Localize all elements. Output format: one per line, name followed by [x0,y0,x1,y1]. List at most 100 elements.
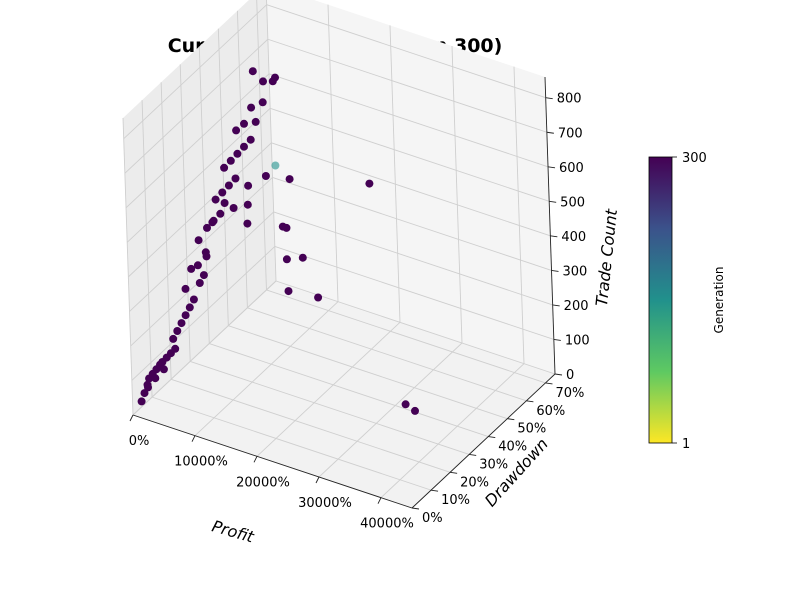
y-tick-label: 70% [555,386,584,401]
data-point [298,253,307,262]
data-point [189,295,198,304]
y-tick-label: 30% [479,457,508,472]
colorbar-gradient [648,156,673,444]
data-point [243,200,252,209]
grid-line-z [272,176,552,271]
data-point [282,255,291,264]
grid-line-z [266,4,546,99]
y-tick-label: 20% [460,475,489,490]
grid-line-y [247,307,527,402]
y-tick [469,453,477,456]
data-point [203,223,211,232]
z-tick [549,200,557,203]
x-tick-label: 0% [129,434,150,449]
data-point [220,163,229,172]
data-point [233,149,242,158]
axis-lines [132,76,556,509]
z-tick-label: 700 [558,126,583,141]
grid-line-y [141,100,153,398]
grid-line-x [389,25,401,323]
z-axis-line [544,76,556,375]
y-tick-label: 50% [517,422,546,437]
grid-line-z [126,107,271,243]
y-tick-label: 10% [441,493,470,508]
data-point [185,303,194,312]
z-tick-label: 300 [563,264,588,279]
grid-line-y [217,28,229,326]
x-tick-label: 30000% [298,496,352,511]
data-point [199,271,208,280]
z-tick-label: 200 [564,299,589,314]
grid-line-x [266,0,277,282]
z-tick-label: 100 [565,333,590,348]
colorbar: 300 1 Generation [648,151,726,452]
x-axis-line [132,414,413,509]
grid-line-y [266,289,546,384]
tick-labels: 0% 10000% 20000% 30000% 40000% 0% 10% 20% 30% 40%… [129,92,590,532]
y-axis-line [411,373,556,509]
grid-line-x [451,45,463,344]
grid-line-z [130,211,274,347]
data-point [259,77,267,86]
back-wall-pane [266,0,555,374]
z-tick [545,97,553,100]
data-point [137,397,146,406]
data-point [240,119,248,128]
data-point [271,73,279,82]
grid-line-z [124,38,269,174]
data-point [248,67,257,76]
y-tick-label: 60% [536,404,565,419]
data-point [195,279,204,287]
grid-line-z [131,246,276,381]
data-point [171,344,180,353]
x-tick [191,435,196,442]
data-point [231,174,240,183]
y-tick [450,471,458,474]
grid-line-z [271,142,551,237]
grid-line-y [198,46,210,344]
data-point [151,374,160,383]
data-point [401,400,410,409]
grid-line-y [190,360,470,455]
grid-line-y [160,82,172,380]
z-axis-label: Trade Count [592,207,621,307]
grid-line-x [327,4,339,302]
z-tick-label: 600 [559,161,584,176]
grid-line-y [179,64,191,362]
data-point [285,175,294,184]
grid-line-z [270,107,550,202]
data-point [247,103,256,112]
data-point [232,126,241,135]
z-tick [547,166,556,169]
data-point [208,218,217,227]
data-point [282,223,291,232]
data-point [284,287,293,296]
y-tick [507,418,515,421]
grid-line-y [170,378,451,473]
grid-line-z [268,73,549,168]
colorbar-min-label: 1 [682,437,690,452]
grid-line-x [256,322,401,457]
grid-line-z [273,211,553,306]
z-tick-label: 800 [557,92,582,107]
data-point [159,365,168,374]
z-tick-label: 400 [561,230,586,245]
z-tick [552,304,560,307]
data-point [220,199,229,207]
y-tick-label: 40% [498,440,527,455]
x-axis-label: Profit [210,516,257,546]
grid-line-z [274,246,554,340]
grid-line-z [267,38,548,133]
data-point [187,264,196,273]
data-point [211,195,220,204]
data-point [177,319,186,328]
grid-line-x [380,363,525,498]
z-tick [554,373,563,376]
data-point [181,284,190,293]
data-point [258,98,267,107]
x-tick [315,476,320,484]
data-points [137,67,419,415]
grid-line-z [129,177,273,312]
data-point [194,236,203,245]
